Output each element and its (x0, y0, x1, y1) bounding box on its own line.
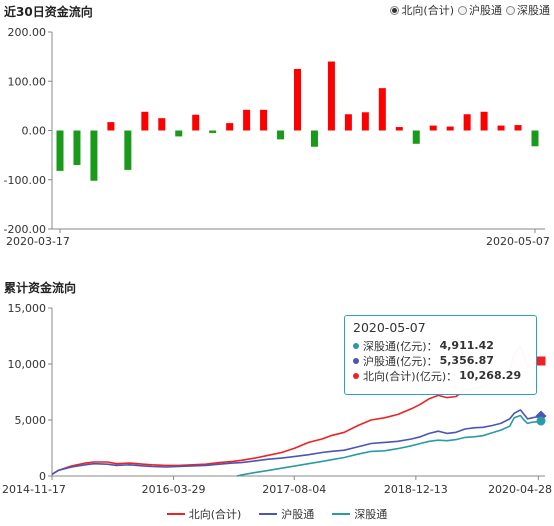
y-tick-label: 15,000 (8, 302, 47, 315)
x-tick-label: 2017-08-04 (262, 483, 326, 496)
y-tick-label: 100.00 (8, 75, 47, 88)
tooltip-label-north: 北向(合计)(亿元)： (363, 369, 458, 383)
tooltip-value-north: 10,268.29 (459, 369, 522, 382)
tooltip-bullet-icon (353, 357, 359, 364)
flow-bar (192, 114, 200, 131)
flow-bar (361, 112, 369, 131)
legend-line-icon (166, 513, 185, 515)
flow-bar (514, 125, 522, 131)
flow-bar (141, 111, 149, 131)
legend-item-sz[interactable]: 深股通 (332, 506, 387, 522)
x-tick-label: 2016-03-29 (142, 483, 206, 496)
flow-bar (344, 114, 352, 131)
legend-line-icon (259, 513, 278, 515)
flow-bar (56, 130, 64, 171)
series-line (51, 409, 542, 475)
flow-bar (73, 130, 81, 165)
y-tick-label: 200.00 (8, 26, 47, 39)
flow-bar (412, 130, 420, 144)
chart1-title: 近30日资金流向 (4, 5, 93, 19)
flow-bar (90, 130, 98, 181)
y-tick-label: 10,000 (8, 358, 47, 371)
tooltip-value-sh: 5,356.87 (439, 354, 494, 367)
flow-bar (446, 126, 454, 131)
tooltip-row-sz: 深股通(亿元)： 4,911.42 (353, 338, 528, 353)
option-north[interactable]: 北向(合计) (390, 2, 454, 18)
x-tick-label: 2014-11-17 (2, 483, 66, 496)
legend: 北向(合计) 沪股通 深股通 (0, 506, 554, 522)
flow-bar (158, 118, 166, 131)
y-tick-label: 0 (39, 470, 46, 483)
legend-label-sz: 深股通 (354, 508, 388, 521)
x-tick-label: 2018-12-13 (384, 483, 448, 496)
option-north-label: 北向(合计) (401, 4, 454, 17)
end-marker-diamond (535, 410, 547, 422)
option-sz[interactable]: 深股通 (506, 2, 550, 18)
flow-bar (175, 130, 183, 137)
tooltip-bullet-icon (353, 372, 359, 379)
flow-bar (124, 130, 132, 170)
flow-bar (531, 130, 539, 147)
flow-bar (378, 88, 386, 131)
tooltip-date: 2020-05-07 (353, 320, 426, 335)
tooltip-row-north: 北向(合计)(亿元)： 10,268.29 (353, 368, 528, 383)
y-tick-label: 5,000 (15, 414, 47, 427)
flow-bar (209, 130, 217, 133)
x-tick-label: 2020-04-28 (488, 483, 552, 496)
tooltip-value-sz: 4,911.42 (439, 339, 494, 352)
flow-bar (107, 122, 115, 131)
flow-bar (243, 109, 251, 131)
option-sh[interactable]: 沪股通 (458, 2, 502, 18)
flow-bar (310, 130, 318, 147)
end-marker-square (536, 356, 546, 366)
tooltip-label-sh: 沪股通(亿元)： (363, 354, 438, 368)
option-sz-label: 深股通 (517, 4, 550, 17)
flow-bar (327, 61, 335, 131)
flow-bar (226, 123, 234, 131)
option-sh-label: 沪股通 (469, 4, 502, 17)
y-tick-label: -200.00 (4, 223, 46, 236)
legend-line-icon (332, 513, 351, 515)
radio-sh-icon[interactable] (458, 5, 467, 15)
y-tick-label: 0.00 (22, 125, 47, 138)
flow-bar (294, 68, 301, 131)
flow-bar (395, 127, 403, 131)
y-tick-label: -100.00 (4, 174, 46, 187)
daily-flow-bar-chart: 200.00 100.00 0.00 -100.00 -200.002020-03-17… (4, 26, 550, 248)
radio-north-icon[interactable] (390, 5, 400, 15)
legend-item-north[interactable]: 北向(合计) (166, 506, 242, 522)
tooltip: 2020-05-07 深股通(亿元)： 4,911.42 沪股通(亿元)： 5,… (344, 315, 537, 395)
end-marker-circle (536, 416, 546, 426)
tooltip-row-sh: 沪股通(亿元)： 5,356.87 (353, 353, 528, 368)
flow-bar (277, 130, 285, 140)
series-selector: 北向(合计) 沪股通 深股通 (390, 2, 550, 18)
tooltip-label-sz: 深股通(亿元)： (363, 339, 438, 353)
chart2-title: 累计资金流向 (4, 281, 77, 295)
series-line (236, 414, 542, 477)
flow-bar (480, 111, 488, 131)
tooltip-bullet-icon (353, 342, 359, 349)
flow-bar (429, 125, 437, 131)
flow-bar (463, 114, 471, 131)
legend-label-north: 北向(合计) (188, 508, 242, 521)
x-tick-label: 2020-03-17 (6, 235, 70, 248)
x-tick-label: 2020-05-07 (486, 235, 550, 248)
legend-label-sh: 沪股通 (281, 508, 315, 521)
flow-bar (260, 109, 268, 131)
flow-bar (497, 125, 505, 131)
legend-item-sh[interactable]: 沪股通 (259, 506, 314, 522)
radio-sz-icon[interactable] (506, 5, 515, 15)
